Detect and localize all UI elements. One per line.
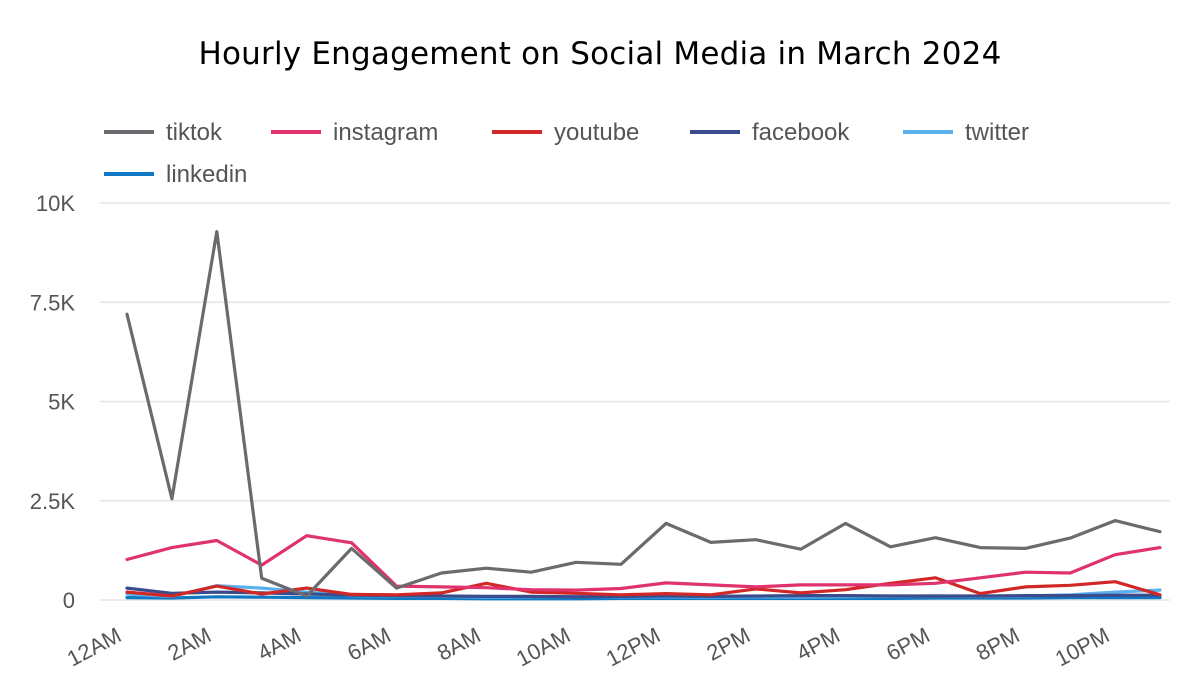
series-line-instagram <box>125 534 1162 592</box>
y-tick-label: 5K <box>48 390 75 415</box>
legend-item-twitter[interactable]: twitter <box>903 119 1029 146</box>
series-line-linkedin <box>125 595 1162 601</box>
series-lines <box>125 230 1162 601</box>
y-tick-label: 7.5K <box>30 290 76 315</box>
legend-item-linkedin[interactable]: linkedin <box>104 161 247 188</box>
x-tick-label: 4PM <box>792 622 844 665</box>
legend-item-instagram[interactable]: instagram <box>271 119 438 146</box>
legend-label: twitter <box>965 119 1029 146</box>
x-tick-label: 2AM <box>163 622 215 665</box>
x-tick-label: 12AM <box>63 622 125 671</box>
chart-title: Hourly Engagement on Social Media in Mar… <box>198 36 1002 72</box>
legend-label: tiktok <box>166 119 223 146</box>
legend-item-tiktok[interactable]: tiktok <box>104 119 223 146</box>
x-tick-label: 10AM <box>512 622 574 671</box>
legend-label: linkedin <box>166 161 247 188</box>
legend-label: facebook <box>752 119 850 146</box>
legend-label: youtube <box>554 119 639 146</box>
x-tick-label: 8PM <box>972 622 1024 665</box>
x-tick-label: 6PM <box>882 622 934 665</box>
x-tick-label: 6AM <box>343 622 395 665</box>
x-tick-label: 4AM <box>253 622 305 665</box>
y-tick-label: 10K <box>36 191 75 216</box>
x-tick-label: 10PM <box>1051 622 1113 671</box>
x-tick-label: 12PM <box>602 622 664 671</box>
series-line-youtube <box>125 576 1162 598</box>
y-tick-label: 0 <box>63 588 75 613</box>
x-axis-ticks: 12AM 2AM 4AM 6AM 8AM 10AM 12PM 2PM 4PM 6PM 8PM 10PM <box>63 622 1114 671</box>
legend: tiktok instagram youtube facebook twitter lin… <box>104 119 1029 188</box>
x-tick-label: 2PM <box>702 622 754 665</box>
legend-item-youtube[interactable]: youtube <box>492 119 639 146</box>
legend-label: instagram <box>333 119 438 146</box>
y-tick-label: 2.5K <box>30 489 76 514</box>
series-line-tiktok <box>125 230 1162 598</box>
legend-item-facebook[interactable]: facebook <box>690 119 850 146</box>
gridlines <box>100 202 1170 601</box>
x-tick-label: 8AM <box>433 622 485 665</box>
y-axis-ticks: 0 2.5K 5K 7.5K 10K <box>30 191 76 613</box>
